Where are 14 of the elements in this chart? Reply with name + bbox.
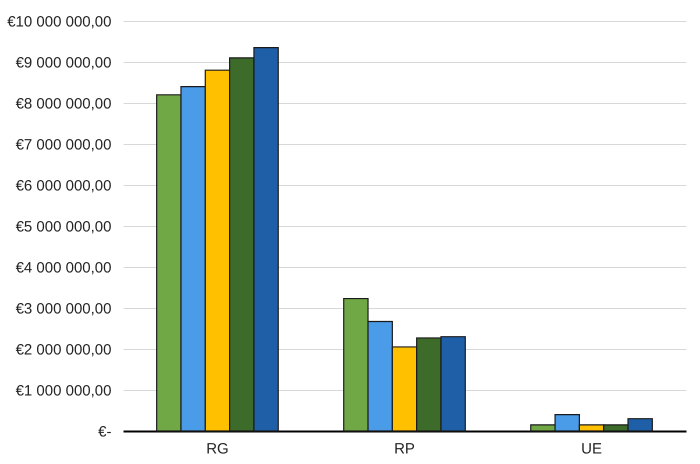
y-tick-label: €6 000 000,00	[16, 178, 112, 194]
y-tick-label: €9 000 000,00	[16, 54, 112, 72]
y-tick-label: €1 000 000,00	[16, 382, 112, 400]
y-tick-label: €10 000 000,00	[7, 14, 112, 30]
y-tick-label: €8 000 000,00	[16, 96, 112, 112]
x-tick-label: UE	[581, 440, 602, 458]
y-tick-label: €5 000 000,00	[16, 218, 112, 236]
y-tick-label: €-	[98, 424, 112, 440]
x-tick-label: RP	[394, 440, 415, 458]
y-tick-label: €2 000 000,00	[16, 342, 112, 358]
y-tick-label: €7 000 000,00	[16, 136, 112, 154]
y-tick-label: €4 000 000,00	[16, 260, 112, 276]
x-tick-label: RG	[206, 440, 229, 458]
y-tick-label: €3 000 000,00	[16, 300, 112, 318]
